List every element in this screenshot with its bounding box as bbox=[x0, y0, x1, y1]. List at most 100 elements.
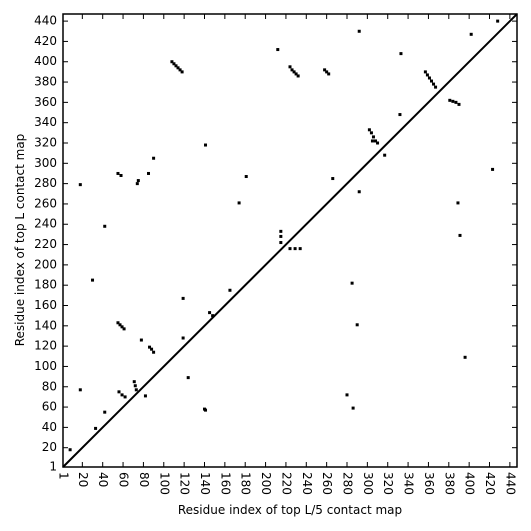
contact-point bbox=[357, 29, 361, 33]
contact-point bbox=[117, 390, 121, 394]
y-axis-label: Residue index of top L contact map bbox=[13, 134, 27, 347]
x-tick-label: 340 bbox=[402, 472, 416, 495]
x-tick-label: 320 bbox=[381, 472, 395, 495]
x-tick-label: 400 bbox=[463, 472, 477, 495]
contact-point bbox=[288, 247, 292, 251]
contact-point bbox=[279, 241, 283, 245]
contact-point bbox=[448, 98, 452, 102]
contact-point bbox=[103, 410, 107, 414]
contact-point bbox=[139, 338, 143, 342]
x-tick-label: 240 bbox=[300, 472, 314, 495]
x-tick-label: 440 bbox=[503, 472, 517, 495]
contact-point bbox=[369, 131, 373, 135]
contact-point bbox=[463, 355, 467, 359]
contact-point bbox=[181, 336, 185, 340]
x-tick-label: 180 bbox=[239, 472, 253, 495]
contact-point bbox=[134, 388, 138, 392]
contact-point bbox=[376, 141, 380, 145]
y-tick-label: 240 bbox=[34, 217, 57, 231]
x-tick-label: 360 bbox=[422, 472, 436, 495]
contact-point bbox=[371, 135, 375, 139]
contact-point bbox=[345, 393, 349, 397]
contact-point bbox=[350, 281, 354, 285]
y-tick-label: 20 bbox=[42, 440, 57, 454]
contact-point bbox=[432, 82, 436, 86]
contact-point bbox=[133, 384, 137, 388]
contact-point bbox=[469, 32, 473, 36]
contact-point bbox=[496, 19, 500, 23]
contact-point bbox=[292, 70, 296, 74]
contact-point bbox=[237, 201, 241, 205]
x-tick-label: 1 bbox=[57, 472, 71, 480]
contact-point bbox=[294, 72, 298, 76]
contact-point bbox=[244, 175, 248, 179]
contact-point bbox=[370, 139, 374, 143]
contact-point bbox=[186, 376, 190, 380]
contact-point bbox=[383, 153, 387, 157]
diagonal-line bbox=[62, 13, 518, 468]
x-tick-label: 100 bbox=[157, 472, 171, 495]
contact-point bbox=[351, 406, 355, 410]
y-tick-label: 60 bbox=[42, 400, 57, 414]
contact-point bbox=[120, 325, 124, 329]
contact-point bbox=[119, 173, 123, 177]
y-tick-label: 400 bbox=[34, 54, 57, 68]
x-tick-label: 40 bbox=[96, 472, 110, 487]
contact-point bbox=[367, 128, 371, 132]
y-tick-label: 380 bbox=[34, 75, 57, 89]
x-tick-label: 200 bbox=[259, 472, 273, 495]
contact-point bbox=[78, 183, 82, 187]
contact-point bbox=[458, 233, 462, 237]
contact-point bbox=[423, 70, 427, 74]
contact-point bbox=[288, 65, 292, 69]
contact-point bbox=[94, 426, 98, 430]
x-tick-label: 280 bbox=[341, 472, 355, 495]
y-tick-label: 340 bbox=[34, 115, 57, 129]
contact-point bbox=[327, 72, 331, 76]
contact-point bbox=[454, 100, 458, 104]
y-tick-label: 360 bbox=[34, 95, 57, 109]
x-axis-label: Residue index of top L/5 contact map bbox=[178, 503, 402, 517]
x-tick-label: 60 bbox=[117, 472, 131, 487]
contact-point bbox=[398, 113, 402, 117]
contact-point bbox=[176, 66, 180, 70]
contact-point bbox=[91, 278, 95, 282]
y-tick-label: 40 bbox=[42, 420, 57, 434]
contact-point bbox=[276, 48, 280, 52]
x-tick-label: 160 bbox=[218, 472, 232, 495]
x-tick-label: 80 bbox=[137, 472, 151, 487]
contact-point bbox=[116, 171, 120, 175]
contact-point bbox=[120, 393, 124, 397]
plot-frame bbox=[62, 13, 518, 468]
contact-point bbox=[293, 247, 297, 251]
contact-point bbox=[118, 323, 122, 327]
contact-point bbox=[152, 350, 156, 354]
contact-point bbox=[135, 182, 139, 186]
contact-point bbox=[170, 60, 174, 64]
y-tick-label: 200 bbox=[34, 257, 57, 271]
contact-point bbox=[228, 288, 232, 292]
y-tick-label: 160 bbox=[34, 298, 57, 312]
x-tick-label: 260 bbox=[320, 472, 334, 495]
y-tick-label: 440 bbox=[34, 14, 57, 28]
contact-point bbox=[152, 156, 156, 160]
x-tick-label: 140 bbox=[198, 472, 212, 495]
y-tick-label: 140 bbox=[34, 318, 57, 332]
contact-point bbox=[331, 177, 335, 181]
contact-point bbox=[296, 74, 300, 78]
contact-point bbox=[279, 234, 283, 238]
contact-point bbox=[491, 167, 495, 171]
contact-point bbox=[172, 62, 176, 66]
y-tick-label: 300 bbox=[34, 156, 57, 170]
y-tick-label: 280 bbox=[34, 176, 57, 190]
y-tick-label: 120 bbox=[34, 339, 57, 353]
contact-point bbox=[323, 68, 327, 72]
contact-point bbox=[211, 314, 215, 318]
contact-point bbox=[451, 99, 455, 103]
x-tick-label: 20 bbox=[76, 472, 90, 487]
y-tick-label: 80 bbox=[42, 379, 57, 393]
contact-point bbox=[147, 171, 151, 175]
contact-point bbox=[143, 394, 147, 398]
y-tick-label: 100 bbox=[34, 359, 57, 373]
